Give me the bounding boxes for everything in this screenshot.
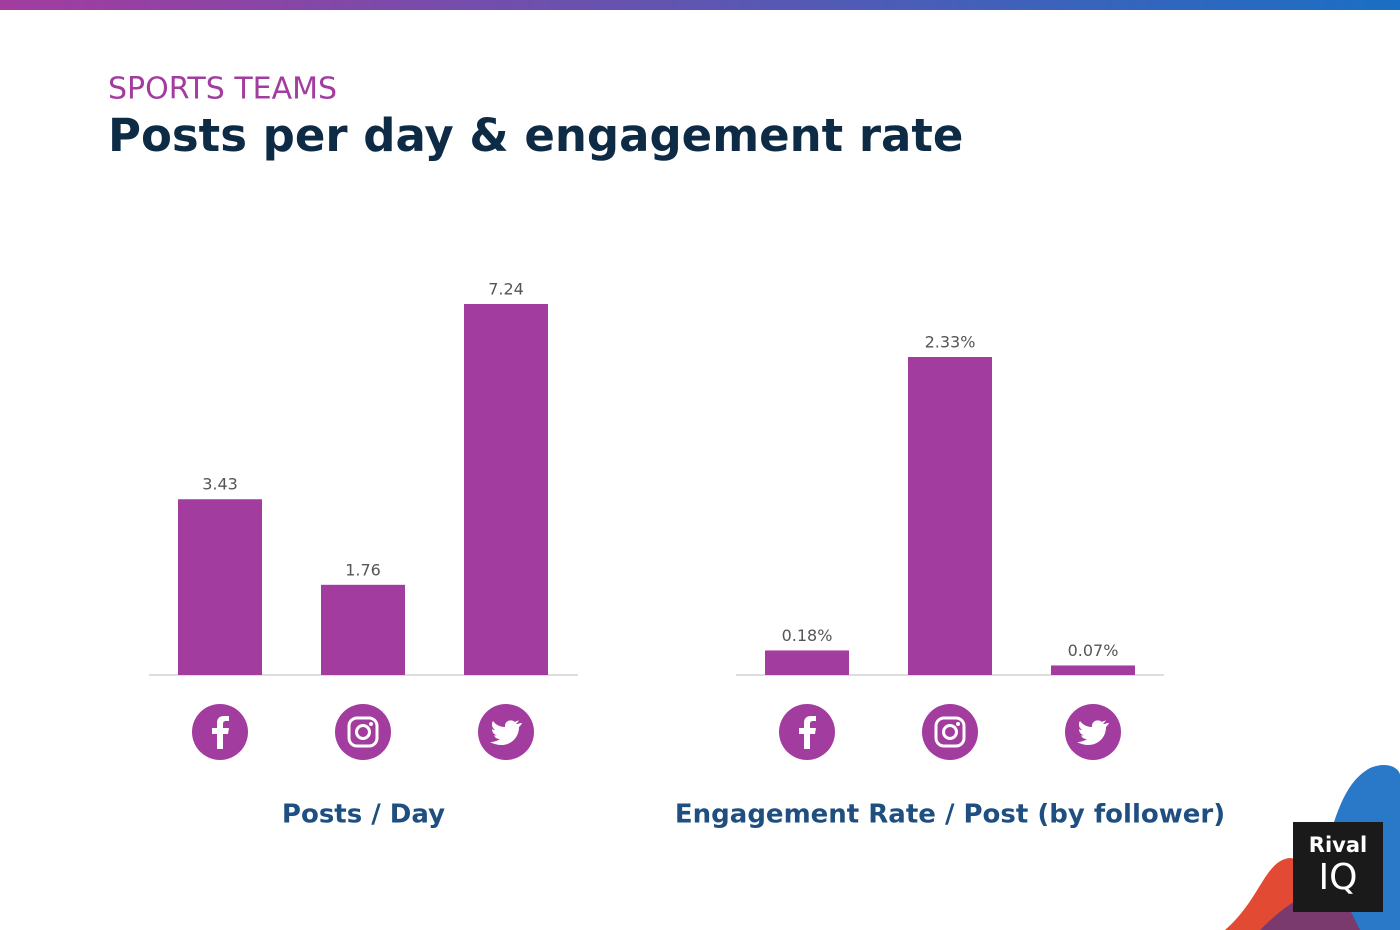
data-label: 0.07% [1068,641,1119,660]
icon-glyph [369,722,373,726]
logo-text: Rival [1309,833,1367,857]
platform-icon [192,704,248,760]
icon-glyph [347,716,379,748]
data-label: 1.76 [345,560,381,579]
logo-text: IQ [1319,857,1358,898]
bar [908,357,992,675]
top-bar [0,0,1400,10]
bar [321,584,405,675]
platform-icon [1065,704,1121,760]
icon-glyph [212,716,229,749]
bar [1051,665,1135,675]
data-label: 7.24 [488,280,524,299]
icon-glyph [1077,720,1109,746]
logo-box [1293,822,1383,912]
platform-icon [478,704,534,760]
bar [765,650,849,675]
icon-glyph [942,724,958,740]
platform-icon [779,704,835,760]
data-label: 0.18% [782,626,833,645]
bar [178,499,262,675]
data-label: 2.33% [925,333,976,352]
icon-glyph [490,720,522,746]
icon-glyph [934,716,966,748]
data-label: 3.43 [202,475,238,494]
platform-icon [922,704,978,760]
bar [464,304,548,675]
icon-glyph [799,716,816,749]
x-axis-title: Engagement Rate / Post (by follower) [675,800,1225,830]
icon-circle [922,704,978,760]
platform-icon [335,704,391,760]
x-axis-title: Posts / Day [282,800,445,830]
icon-glyph [355,724,371,740]
title: Posts per day & engagement rate [108,109,963,162]
subtitle: SPORTS TEAMS [108,72,337,107]
icon-circle [335,704,391,760]
icon-glyph [956,722,960,726]
